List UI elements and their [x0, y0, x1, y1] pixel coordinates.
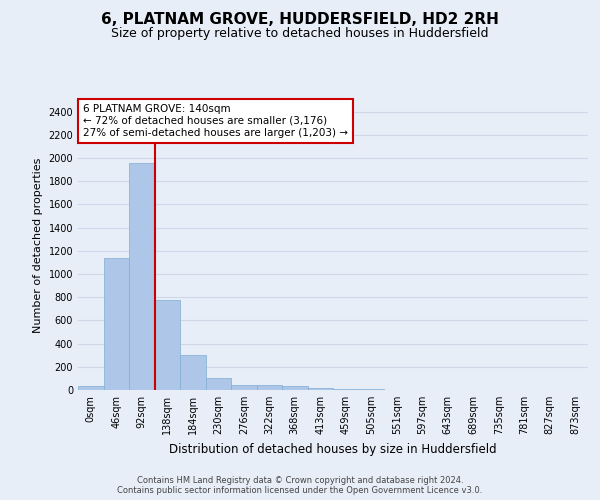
Bar — [205, 378, 231, 390]
Bar — [308, 388, 333, 390]
X-axis label: Distribution of detached houses by size in Huddersfield: Distribution of detached houses by size … — [169, 442, 497, 456]
Bar — [78, 386, 104, 390]
Bar — [231, 384, 257, 390]
Bar — [257, 385, 282, 390]
Text: Size of property relative to detached houses in Huddersfield: Size of property relative to detached ho… — [111, 28, 489, 40]
Bar — [104, 258, 129, 390]
Text: Contains HM Land Registry data © Crown copyright and database right 2024.
Contai: Contains HM Land Registry data © Crown c… — [118, 476, 482, 495]
Text: 6 PLATNAM GROVE: 140sqm
← 72% of detached houses are smaller (3,176)
27% of semi: 6 PLATNAM GROVE: 140sqm ← 72% of detache… — [83, 104, 348, 138]
Bar — [282, 386, 308, 390]
Bar — [129, 162, 155, 390]
Text: 6, PLATNAM GROVE, HUDDERSFIELD, HD2 2RH: 6, PLATNAM GROVE, HUDDERSFIELD, HD2 2RH — [101, 12, 499, 28]
Y-axis label: Number of detached properties: Number of detached properties — [33, 158, 43, 332]
Bar — [180, 355, 205, 390]
Bar — [155, 300, 180, 390]
